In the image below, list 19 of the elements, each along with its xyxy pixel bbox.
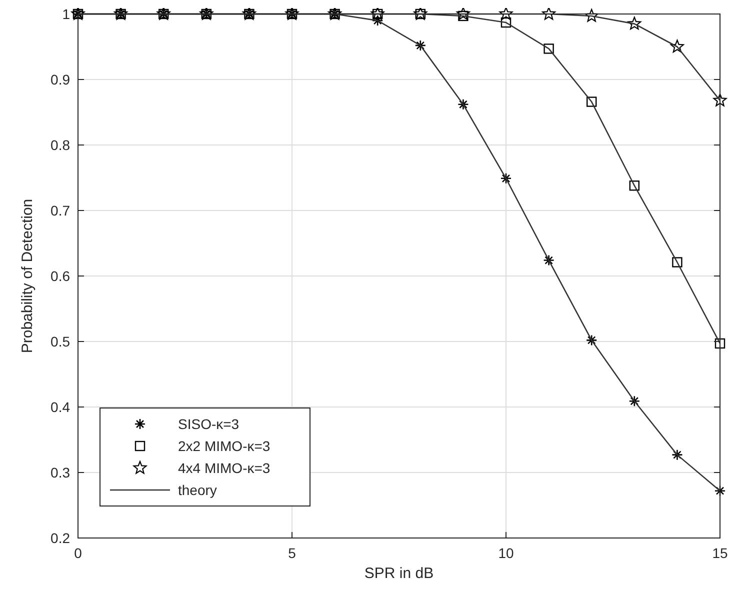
x-axis-title: SPR in dB: [364, 565, 434, 582]
y-tick-label: 0.7: [50, 202, 70, 218]
legend-label: 4x4 MIMO-κ=3: [178, 460, 270, 476]
y-tick-label: 0.5: [50, 334, 70, 350]
y-tick-label: 1: [62, 6, 70, 22]
legend-label: SISO-κ=3: [178, 416, 240, 432]
y-tick-label: 0.2: [50, 530, 70, 546]
y-axis-title: Probability of Detection: [19, 198, 36, 354]
x-tick-label: 5: [288, 545, 296, 561]
y-tick-label: 0.3: [50, 464, 70, 480]
y-tick-label: 0.8: [50, 137, 70, 153]
x-tick-label: 15: [712, 545, 728, 561]
y-tick-label: 0.4: [50, 399, 70, 415]
y-tick-label: 0.9: [50, 72, 70, 88]
legend-label: 2x2 MIMO-κ=3: [178, 438, 270, 454]
legend-label: theory: [178, 482, 217, 498]
x-tick-label: 0: [74, 545, 82, 561]
y-tick-label: 0.6: [50, 268, 70, 284]
x-tick-label: 10: [498, 545, 514, 561]
